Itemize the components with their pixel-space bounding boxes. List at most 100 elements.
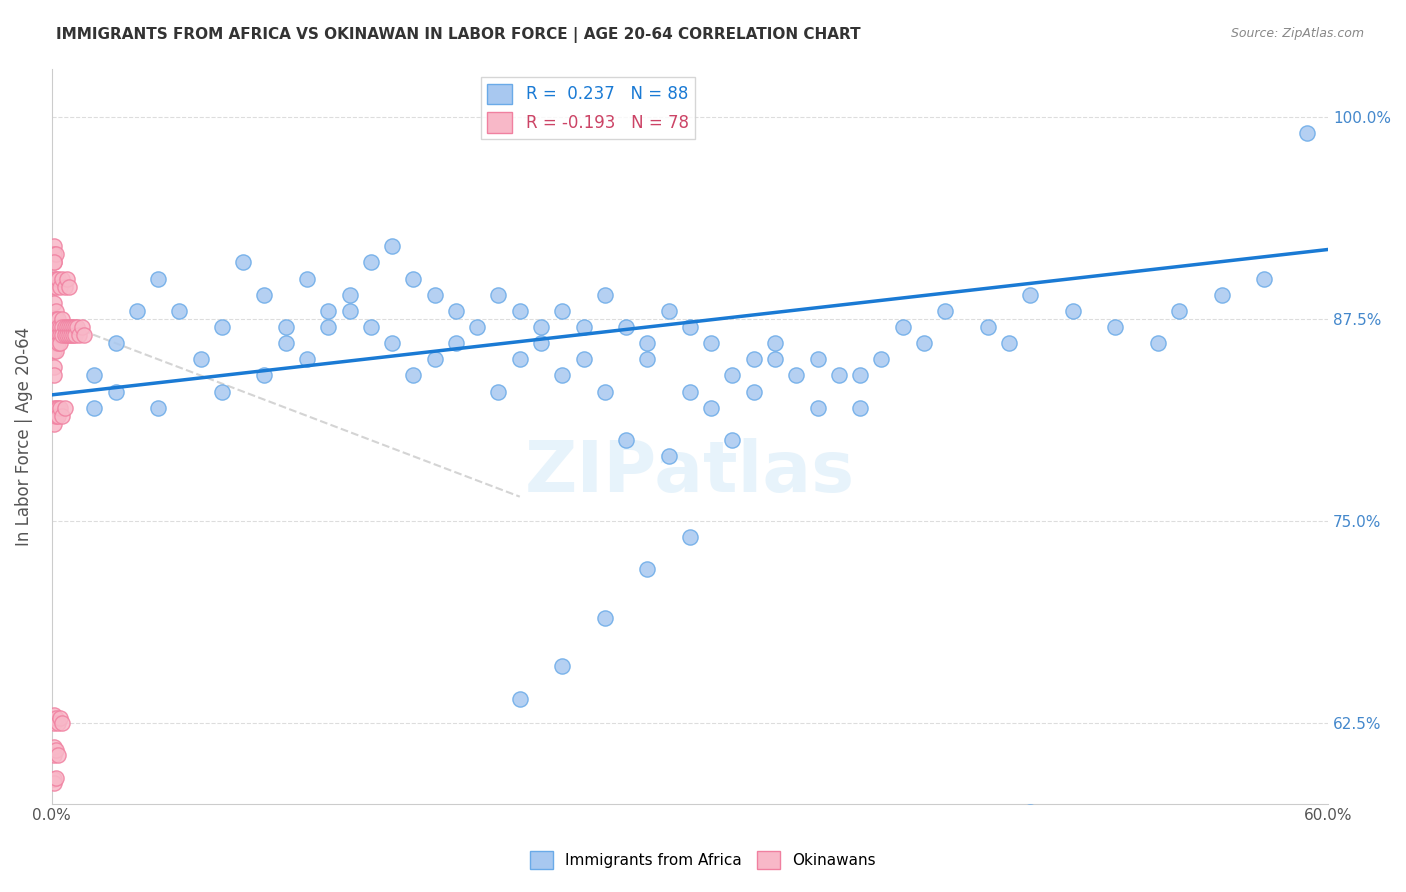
Point [42, 320, 65, 334]
Point [488, 384, 510, 399]
Point [190, 352, 212, 367]
Point [381, 239, 404, 253]
Text: ZIPatlas: ZIPatlas [524, 438, 855, 508]
Point [423, 352, 446, 367]
Point [53, 401, 76, 415]
Point [295, 352, 318, 367]
Point [402, 368, 425, 383]
Point [42, 740, 65, 755]
Point [53, 328, 76, 343]
Point [360, 320, 382, 334]
Point [1062, 829, 1084, 843]
Point [636, 336, 658, 351]
Point [49, 711, 72, 725]
Point [636, 352, 658, 367]
Point [42, 255, 65, 269]
Point [51, 715, 73, 730]
Point [679, 320, 702, 334]
Point [977, 320, 1000, 334]
Point [45, 247, 67, 261]
Point [891, 320, 914, 334]
Point [42, 239, 65, 253]
Point [51, 320, 73, 334]
Point [721, 368, 744, 383]
Point [232, 255, 254, 269]
Text: IMMIGRANTS FROM AFRICA VS OKINAWAN IN LABOR FORCE | AGE 20-64 CORRELATION CHART: IMMIGRANTS FROM AFRICA VS OKINAWAN IN LA… [56, 27, 860, 43]
Point [42, 255, 65, 269]
Point [530, 336, 553, 351]
Point [211, 320, 233, 334]
Point [849, 401, 872, 415]
Point [593, 611, 616, 625]
Point [63, 320, 86, 334]
Point [593, 287, 616, 301]
Point [1211, 287, 1233, 301]
Point [49, 320, 72, 334]
Point [45, 279, 67, 293]
Point [381, 336, 404, 351]
Point [49, 336, 72, 351]
Point [742, 352, 765, 367]
Point [1253, 271, 1275, 285]
Point [614, 320, 637, 334]
Point [1019, 805, 1042, 819]
Point [66, 320, 89, 334]
Point [46, 271, 69, 285]
Point [444, 303, 467, 318]
Point [45, 336, 67, 351]
Point [253, 287, 276, 301]
Point [45, 271, 67, 285]
Point [42, 247, 65, 261]
Point [42, 368, 65, 383]
Point [146, 401, 169, 415]
Point [46, 320, 69, 334]
Point [763, 336, 786, 351]
Point [42, 417, 65, 431]
Point [636, 562, 658, 576]
Point [806, 352, 828, 367]
Point [42, 772, 65, 787]
Point [45, 409, 67, 423]
Point [551, 659, 574, 673]
Point [58, 279, 80, 293]
Point [551, 303, 574, 318]
Point [42, 279, 65, 293]
Point [53, 279, 76, 293]
Point [444, 336, 467, 351]
Point [45, 711, 67, 725]
Point [45, 743, 67, 757]
Point [46, 748, 69, 763]
Point [55, 271, 77, 285]
Point [62, 320, 84, 334]
Point [42, 401, 65, 415]
Point [509, 691, 531, 706]
Point [59, 320, 82, 334]
Point [104, 336, 127, 351]
Point [125, 303, 148, 318]
Point [1168, 303, 1191, 318]
Point [45, 344, 67, 359]
Point [509, 352, 531, 367]
Point [658, 303, 681, 318]
Point [45, 328, 67, 343]
Point [551, 368, 574, 383]
Point [253, 368, 276, 383]
Point [806, 401, 828, 415]
Point [934, 303, 956, 318]
Point [465, 320, 488, 334]
Point [58, 328, 80, 343]
Point [51, 312, 73, 326]
Point [998, 336, 1021, 351]
Point [62, 328, 84, 343]
Point [83, 368, 105, 383]
Point [42, 344, 65, 359]
Point [849, 368, 872, 383]
Legend: Immigrants from Africa, Okinawans: Immigrants from Africa, Okinawans [524, 845, 882, 875]
Point [1104, 320, 1126, 334]
Point [42, 295, 65, 310]
Point [46, 401, 69, 415]
Point [63, 328, 86, 343]
Point [295, 271, 318, 285]
Point [488, 287, 510, 301]
Point [572, 352, 595, 367]
